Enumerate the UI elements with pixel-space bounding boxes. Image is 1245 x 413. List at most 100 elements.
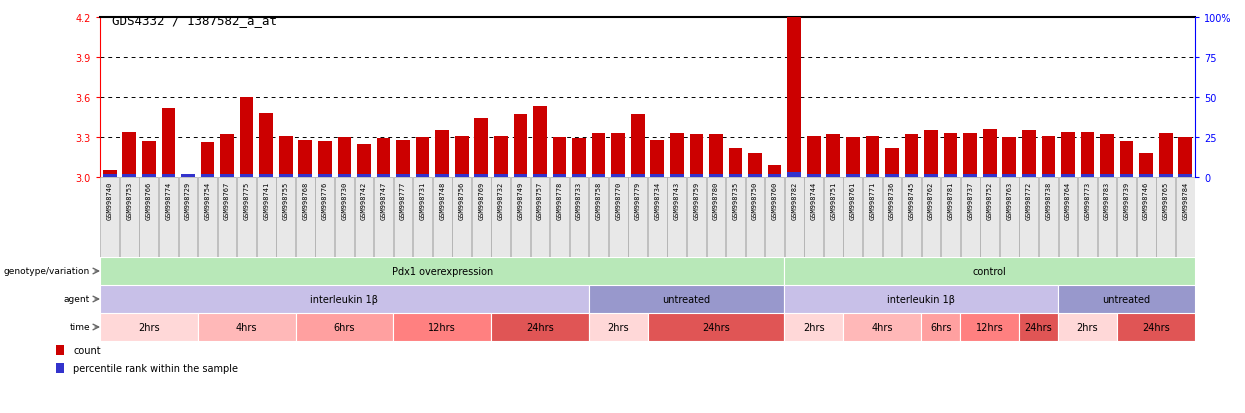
Text: GSM998743: GSM998743	[674, 182, 680, 220]
FancyBboxPatch shape	[1117, 178, 1135, 257]
Bar	[377, 139, 391, 178]
Text: 4hrs: 4hrs	[235, 322, 258, 332]
Text: control: control	[972, 266, 1006, 276]
FancyBboxPatch shape	[139, 178, 158, 257]
Bar	[710, 135, 723, 178]
Bar	[122, 132, 136, 178]
Text: 2hrs: 2hrs	[608, 322, 629, 332]
Bar	[748, 154, 762, 178]
Bar	[454, 136, 468, 178]
FancyBboxPatch shape	[276, 178, 295, 257]
FancyBboxPatch shape	[766, 178, 784, 257]
FancyBboxPatch shape	[550, 178, 569, 257]
Text: GSM998781: GSM998781	[947, 182, 954, 220]
Text: 2hrs: 2hrs	[803, 322, 824, 332]
FancyBboxPatch shape	[883, 178, 901, 257]
Text: GSM998734: GSM998734	[655, 182, 660, 220]
Bar	[357, 174, 371, 178]
Text: GSM998736: GSM998736	[889, 182, 895, 220]
Bar	[240, 98, 254, 178]
Bar	[220, 174, 234, 178]
Text: GSM998735: GSM998735	[732, 182, 738, 220]
Text: GSM998765: GSM998765	[1163, 182, 1169, 220]
FancyBboxPatch shape	[433, 178, 452, 257]
Text: GSM998773: GSM998773	[1084, 182, 1091, 220]
Bar	[200, 174, 214, 178]
Text: GSM998766: GSM998766	[146, 182, 152, 220]
Bar	[240, 174, 254, 178]
Bar	[122, 174, 136, 178]
Text: 6hrs: 6hrs	[334, 322, 355, 332]
Bar	[650, 174, 664, 178]
FancyBboxPatch shape	[726, 178, 745, 257]
Text: GSM998779: GSM998779	[635, 182, 641, 220]
Bar	[220, 135, 234, 178]
Bar	[474, 174, 488, 178]
Bar	[56, 345, 63, 355]
Text: GSM998744: GSM998744	[810, 182, 817, 220]
Bar	[748, 174, 762, 178]
Bar	[885, 148, 899, 178]
Text: GSM998770: GSM998770	[615, 182, 621, 220]
Text: GSM998754: GSM998754	[204, 182, 210, 220]
FancyBboxPatch shape	[510, 178, 530, 257]
Bar	[631, 174, 645, 178]
Bar	[295, 313, 393, 341]
Text: 12hrs: 12hrs	[428, 322, 456, 332]
Text: untreated: untreated	[662, 294, 711, 304]
FancyBboxPatch shape	[746, 178, 764, 257]
FancyBboxPatch shape	[843, 178, 863, 257]
Bar	[710, 174, 723, 178]
Bar	[454, 174, 468, 178]
FancyBboxPatch shape	[961, 178, 980, 257]
Bar	[827, 135, 840, 178]
Text: GSM998759: GSM998759	[693, 182, 700, 220]
FancyBboxPatch shape	[530, 178, 549, 257]
Bar	[416, 174, 430, 178]
Text: 12hrs: 12hrs	[976, 322, 1003, 332]
Bar	[573, 174, 586, 178]
FancyBboxPatch shape	[784, 178, 803, 257]
Bar	[1002, 174, 1016, 178]
Bar	[611, 174, 625, 178]
FancyBboxPatch shape	[903, 178, 921, 257]
Bar	[650, 140, 664, 178]
Text: GSM998761: GSM998761	[850, 182, 855, 220]
Bar	[181, 176, 194, 178]
Bar	[944, 134, 957, 178]
FancyBboxPatch shape	[238, 178, 256, 257]
Bar	[768, 166, 782, 178]
FancyBboxPatch shape	[159, 178, 178, 257]
Bar	[533, 107, 547, 178]
Bar	[845, 138, 859, 178]
Bar	[670, 134, 684, 178]
Text: GSM998758: GSM998758	[595, 182, 601, 220]
Bar	[960, 313, 1018, 341]
Text: GSM998772: GSM998772	[1026, 182, 1032, 220]
FancyBboxPatch shape	[667, 178, 686, 257]
Text: GSM998748: GSM998748	[439, 182, 446, 220]
Bar	[784, 285, 1058, 313]
FancyBboxPatch shape	[589, 178, 608, 257]
Text: 24hrs: 24hrs	[1142, 322, 1170, 332]
Bar	[807, 136, 820, 178]
Bar	[142, 174, 156, 178]
Text: GSM998757: GSM998757	[537, 182, 543, 220]
FancyBboxPatch shape	[355, 178, 374, 257]
Text: GSM998755: GSM998755	[283, 182, 289, 220]
Text: GSM998782: GSM998782	[791, 182, 797, 220]
Bar	[100, 257, 784, 285]
Bar	[162, 174, 176, 178]
Bar	[924, 131, 937, 178]
Text: count: count	[73, 346, 101, 356]
Bar	[1119, 142, 1133, 178]
Text: GSM998771: GSM998771	[869, 182, 875, 220]
FancyBboxPatch shape	[120, 178, 138, 257]
Bar	[1178, 174, 1191, 178]
Text: GSM998750: GSM998750	[752, 182, 758, 220]
Text: percentile rank within the sample: percentile rank within the sample	[73, 363, 238, 373]
FancyBboxPatch shape	[1175, 178, 1195, 257]
Bar	[1117, 313, 1195, 341]
FancyBboxPatch shape	[413, 178, 432, 257]
Text: GSM998780: GSM998780	[713, 182, 718, 220]
